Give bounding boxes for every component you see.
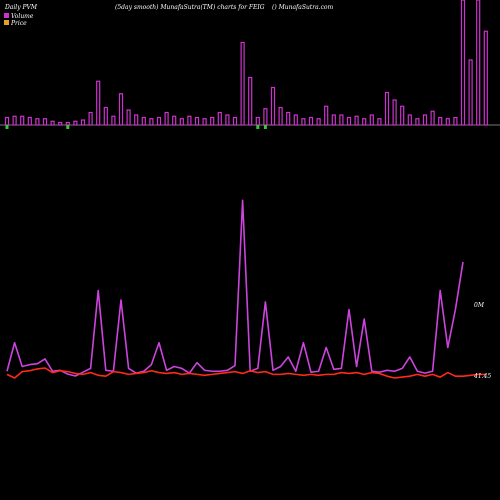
volume-bar xyxy=(194,116,200,126)
volume-bar xyxy=(384,91,390,126)
volume-bar xyxy=(460,0,466,126)
volume-bar xyxy=(27,116,32,126)
volume-down-bar xyxy=(256,125,260,129)
volume-bar xyxy=(369,114,374,126)
volume-bar xyxy=(422,114,428,126)
volume-bar xyxy=(12,115,17,126)
volume-bar xyxy=(308,116,314,126)
price-line xyxy=(6,367,486,379)
volume-bar xyxy=(134,114,139,126)
volume-bar xyxy=(217,111,222,126)
volume-bar xyxy=(324,105,329,126)
volume-bar xyxy=(255,116,260,126)
volume-bar xyxy=(392,99,397,126)
volume-bar xyxy=(232,116,238,126)
volume-down-bar xyxy=(5,125,9,129)
volume-bar xyxy=(438,116,443,126)
volume-bar xyxy=(42,118,48,126)
volume-axis-label: 0M xyxy=(474,302,485,309)
volume-bar xyxy=(430,110,435,126)
volume-bar xyxy=(354,115,359,126)
volume-bar xyxy=(172,115,177,126)
volume-bar xyxy=(278,106,283,126)
volume-bars xyxy=(4,0,488,129)
volume-bar xyxy=(118,93,124,126)
volume-bar xyxy=(483,30,488,126)
volume-bar xyxy=(111,115,116,126)
volume-bar xyxy=(65,121,70,126)
volume-bar xyxy=(96,80,101,126)
volume-bar xyxy=(149,118,154,126)
volume-down-bar xyxy=(66,125,70,129)
price-legend-swatch xyxy=(4,20,9,25)
volume-bar xyxy=(339,114,344,126)
volume-bar xyxy=(156,116,162,126)
volume-bar xyxy=(126,109,131,126)
header-center: (5day smooth) MunafaSutra(TM) charts for… xyxy=(115,4,265,11)
volume-bar xyxy=(286,111,291,126)
volume-bar xyxy=(210,116,215,126)
volume-bar xyxy=(248,76,253,126)
volume-bar xyxy=(293,114,298,126)
volume-bar xyxy=(407,114,412,126)
volume-bar xyxy=(346,116,352,126)
volume-bar xyxy=(468,59,473,126)
volume-bar xyxy=(240,41,245,126)
volume-bar xyxy=(179,118,184,126)
price-axis-label: 41.45 xyxy=(473,373,491,380)
volume-legend-swatch xyxy=(4,13,9,18)
volume-bar xyxy=(88,111,93,126)
volume-bar xyxy=(270,86,276,126)
volume-bar xyxy=(377,118,382,126)
volume-bar xyxy=(164,111,169,126)
line-series xyxy=(6,199,486,379)
price-legend-label: Price xyxy=(10,20,27,27)
volume-bar xyxy=(141,116,146,126)
volume-bar xyxy=(225,114,230,126)
volume-bar xyxy=(400,105,405,126)
volume-bar xyxy=(263,108,268,126)
volume-bar xyxy=(80,119,86,126)
volume-bar xyxy=(35,118,40,126)
volume-bar xyxy=(331,114,336,126)
volume-bar xyxy=(301,118,306,126)
volume-bar xyxy=(415,118,420,126)
volume-bar xyxy=(20,115,25,126)
volume-down-bar xyxy=(263,125,267,129)
volume-bar xyxy=(362,118,367,126)
header-left: Daily PVM xyxy=(4,4,38,11)
volume-bar xyxy=(73,120,78,126)
volume-bar xyxy=(316,118,321,126)
volume-bar xyxy=(4,116,10,126)
volume-bar xyxy=(50,120,55,126)
volume-bar xyxy=(187,115,192,126)
header-right: () MunafaSutra.com xyxy=(272,4,334,11)
volume-bar xyxy=(58,121,63,126)
volume-bar xyxy=(453,116,458,126)
volume-legend-label: Volume xyxy=(11,13,34,20)
smoothed-volume-line xyxy=(6,199,464,377)
volume-bar xyxy=(476,0,481,126)
volume-bar xyxy=(202,118,207,126)
volume-bar xyxy=(445,118,450,126)
volume-bar xyxy=(103,106,108,126)
